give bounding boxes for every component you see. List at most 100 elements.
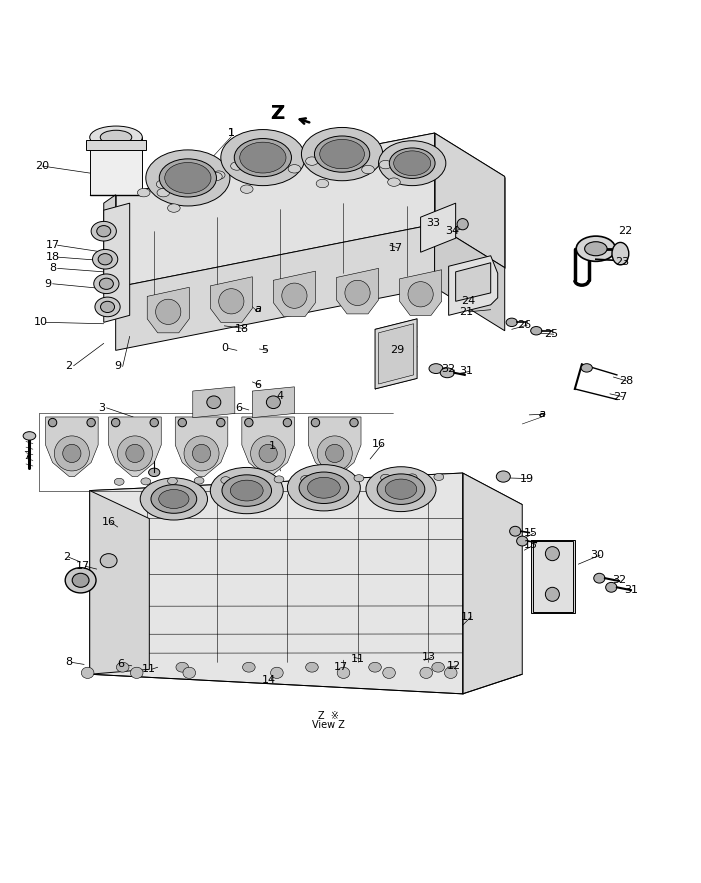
Text: 4: 4 [277,391,284,401]
Ellipse shape [100,301,114,313]
Ellipse shape [306,662,318,672]
Polygon shape [379,324,414,384]
Ellipse shape [168,204,180,212]
Text: 16: 16 [102,517,116,527]
Polygon shape [456,263,491,301]
Ellipse shape [100,554,117,568]
Ellipse shape [156,180,169,188]
Polygon shape [435,133,505,268]
Polygon shape [90,473,463,694]
Text: 22: 22 [618,226,632,236]
Ellipse shape [72,573,89,587]
Ellipse shape [282,283,307,308]
Ellipse shape [517,536,528,546]
Text: a: a [254,304,261,314]
Text: a: a [538,409,545,419]
Ellipse shape [440,368,454,378]
Text: 3: 3 [98,403,105,413]
Ellipse shape [159,159,217,197]
Text: 2: 2 [63,552,70,562]
Ellipse shape [221,130,305,185]
Polygon shape [175,417,228,477]
Text: 12: 12 [447,660,461,671]
Ellipse shape [379,140,446,185]
Text: 11: 11 [350,653,365,664]
Text: 15: 15 [524,540,538,550]
Text: 1: 1 [228,128,235,138]
Text: Z: Z [270,104,284,123]
Ellipse shape [91,222,116,241]
Ellipse shape [420,668,433,678]
Ellipse shape [240,185,253,193]
Text: Z: Z [270,104,284,123]
Text: 10: 10 [34,317,48,328]
Text: 17: 17 [334,662,348,672]
Ellipse shape [432,662,444,672]
Text: 17: 17 [76,562,90,571]
Ellipse shape [240,142,286,173]
Ellipse shape [116,662,129,672]
Ellipse shape [496,471,510,482]
Text: a: a [254,304,261,314]
Ellipse shape [350,419,358,426]
Ellipse shape [354,475,364,482]
Ellipse shape [81,668,94,678]
Ellipse shape [316,179,329,188]
Ellipse shape [93,249,118,269]
Ellipse shape [149,468,160,477]
Ellipse shape [219,289,244,314]
Ellipse shape [231,162,243,170]
Polygon shape [46,417,98,477]
Text: 9: 9 [114,361,121,372]
Polygon shape [531,540,575,614]
Ellipse shape [266,396,280,409]
Polygon shape [273,271,315,317]
Text: a: a [538,409,545,419]
Ellipse shape [386,479,416,499]
Text: 17: 17 [46,240,60,250]
Ellipse shape [345,280,370,306]
Ellipse shape [100,278,114,290]
Text: 29: 29 [390,345,404,355]
Ellipse shape [137,188,150,197]
Text: 26: 26 [517,321,531,330]
Polygon shape [193,387,235,418]
Text: 1: 1 [268,441,275,450]
Ellipse shape [178,419,186,426]
Ellipse shape [594,573,605,583]
Ellipse shape [545,587,559,601]
Polygon shape [242,417,294,477]
Polygon shape [147,287,189,333]
Ellipse shape [217,419,225,426]
Ellipse shape [581,364,592,372]
Ellipse shape [150,419,158,426]
Polygon shape [104,203,130,322]
Ellipse shape [308,478,340,498]
Ellipse shape [126,444,144,463]
Text: 6: 6 [254,381,261,390]
Ellipse shape [243,662,255,672]
Ellipse shape [301,475,311,482]
Ellipse shape [317,436,353,471]
Ellipse shape [245,419,253,426]
Ellipse shape [247,476,257,483]
Ellipse shape [299,472,348,503]
Text: 19: 19 [520,473,534,484]
Ellipse shape [184,436,219,471]
Text: 24: 24 [461,297,475,306]
Text: 6: 6 [117,660,124,669]
Ellipse shape [612,243,629,265]
Text: 23: 23 [615,257,629,267]
Ellipse shape [429,364,443,374]
Text: View Z: View Z [312,721,344,730]
Ellipse shape [311,419,320,426]
Text: 18: 18 [235,324,249,334]
Text: 32: 32 [442,364,456,374]
Ellipse shape [97,225,111,237]
Ellipse shape [271,668,283,678]
Ellipse shape [510,526,521,536]
Ellipse shape [23,432,36,440]
Ellipse shape [434,473,444,480]
Ellipse shape [98,253,112,265]
Ellipse shape [337,668,350,678]
